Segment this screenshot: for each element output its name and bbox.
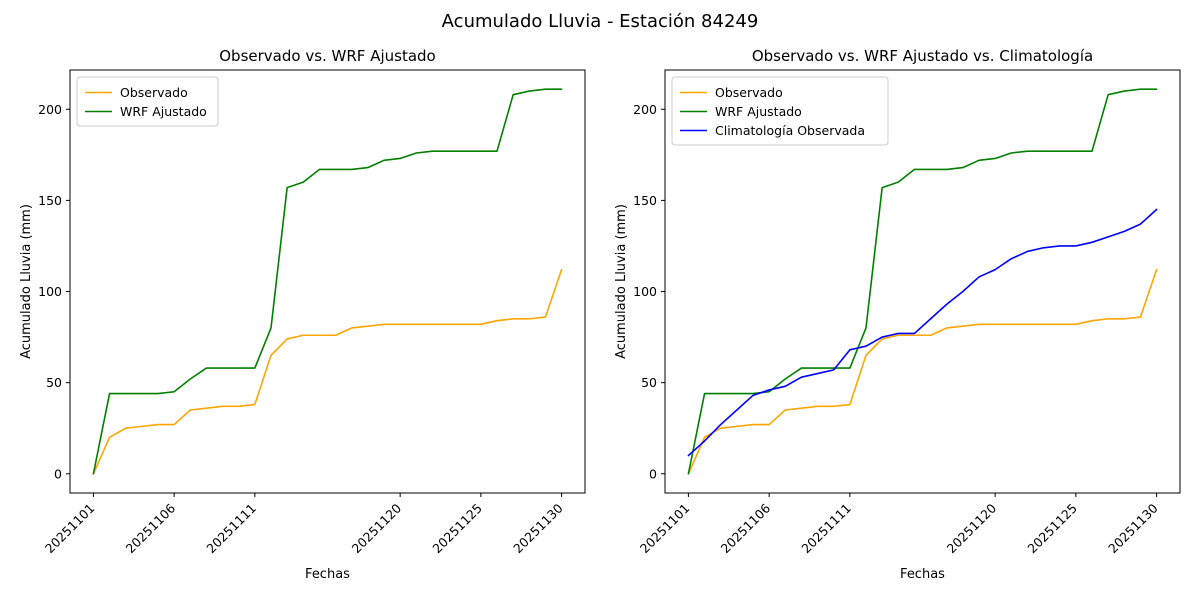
y-tick-label: 150 — [633, 193, 657, 208]
legend-label-wrf-ajustado: WRF Ajustado — [715, 104, 802, 119]
x-axis-label: Fechas — [900, 567, 945, 582]
y-tick-label: 100 — [38, 284, 62, 299]
subplot-title: Observado vs. WRF Ajustado vs. Climatolo… — [752, 47, 1093, 65]
y-tick-label: 200 — [633, 102, 657, 117]
legend-label-observado: Observado — [715, 85, 783, 100]
chart-observado-wrf-climatologia: 0 50 100 150 200 20251101 20251106 20251111 2025… — [614, 47, 1181, 582]
legend-box — [76, 76, 219, 127]
series-line-climatolog-a-observada — [687, 208, 1158, 457]
axes-frame — [69, 69, 586, 494]
x-tick-label: 20251101 — [637, 501, 693, 557]
x-tick-label: 20251111 — [798, 501, 854, 557]
series-line-wrf-ajustado — [687, 88, 1158, 475]
y-tick-label: 50 — [46, 375, 62, 390]
y-axis-label: Acumulado Lluvia (mm) — [19, 204, 34, 359]
x-tick-label: 20251125 — [429, 501, 485, 557]
subplot-title: Observado vs. WRF Ajustado — [219, 47, 435, 65]
legend-label-wrf-ajustado: WRF Ajustado — [120, 104, 207, 119]
x-tick-label: 20251125 — [1024, 501, 1080, 557]
series-line-observado — [687, 268, 1158, 475]
x-tick-label: 20251106 — [123, 500, 179, 556]
y-tick-label: 0 — [54, 466, 62, 481]
series-line-wrf-ajustado — [92, 88, 563, 475]
x-tick-label: 20251101 — [42, 501, 98, 557]
x-tick-label: 20251130 — [1105, 500, 1161, 556]
chart-observado-vs-wrf: 0 50 100 150 200 20251101 20251106 20251111 2025… — [19, 47, 586, 582]
y-tick-label: 50 — [641, 375, 657, 390]
legend-box — [671, 76, 889, 146]
y-tick-label: 150 — [38, 193, 62, 208]
y-tick-label: 200 — [38, 102, 62, 117]
x-tick-label: 20251130 — [510, 500, 566, 556]
series-line-observado — [92, 268, 563, 475]
x-tick-label: 20251120 — [944, 500, 1000, 556]
legend-label-observado: Observado — [120, 85, 188, 100]
x-tick-label: 20251111 — [203, 501, 259, 557]
y-axis-label: Acumulado Lluvia (mm) — [614, 204, 629, 359]
x-tick-label: 20251120 — [349, 500, 405, 556]
x-axis-label: Fechas — [305, 567, 350, 582]
legend-label-climatolog-a-observada: Climatología Observada — [715, 123, 865, 138]
figure-title: Acumulado Lluvia - Estación 84249 — [441, 11, 759, 32]
y-tick-label: 0 — [649, 466, 657, 481]
x-tick-label: 20251106 — [718, 500, 774, 556]
y-tick-label: 100 — [633, 284, 657, 299]
